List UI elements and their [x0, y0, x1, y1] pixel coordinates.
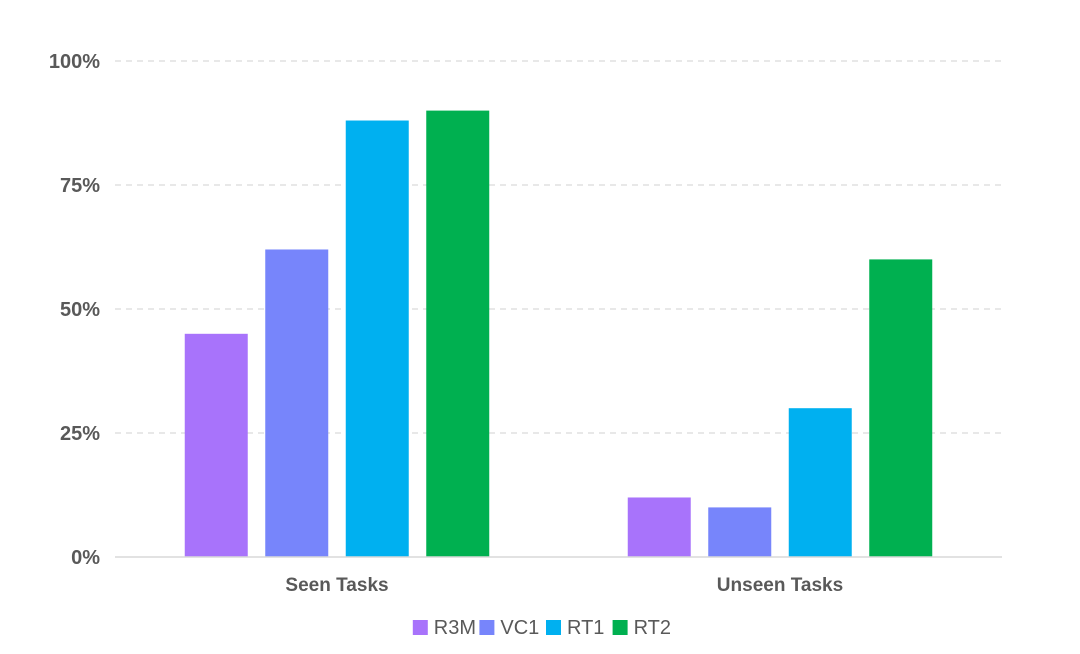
legend-swatch-vc1	[479, 620, 495, 635]
bar-vc1-seen-tasks	[265, 249, 329, 558]
bar-rt2-seen-tasks	[426, 110, 490, 557]
legend-label-vc1: VC1	[500, 617, 539, 639]
legend-swatch-rt2	[612, 620, 628, 635]
legend-swatch-rt1	[546, 620, 561, 635]
legend-label-rt1: RT1	[567, 617, 604, 639]
x-category-label: Unseen Tasks	[717, 575, 843, 596]
y-tick-label: 75%	[60, 175, 100, 197]
legend-label-r3m: R3M	[434, 617, 476, 639]
y-tick-label: 50%	[60, 299, 100, 321]
legend-swatch-r3m	[412, 620, 428, 635]
bar-r3m-seen-tasks	[184, 333, 248, 557]
axes: 0% 25% 50% 75% 100% Seen Tasks Unseen Tasks	[49, 51, 1002, 596]
bar-vc1-unseen-tasks	[708, 507, 772, 557]
y-tick-label: 0%	[71, 547, 100, 569]
bars	[184, 110, 933, 558]
legend-label-rt2: RT2	[634, 617, 671, 639]
bar-rt1-unseen-tasks	[788, 408, 852, 557]
y-tick-label: 100%	[49, 51, 100, 73]
y-tick-label: 25%	[60, 423, 100, 445]
gridlines	[115, 60, 1002, 434]
bar-r3m-unseen-tasks	[627, 497, 691, 557]
bar-rt2-unseen-tasks	[869, 259, 933, 557]
x-category-label: Seen Tasks	[285, 575, 388, 596]
bar-rt1-seen-tasks	[345, 120, 409, 558]
legend: R3M VC1 RT1 RT2	[412, 617, 671, 639]
